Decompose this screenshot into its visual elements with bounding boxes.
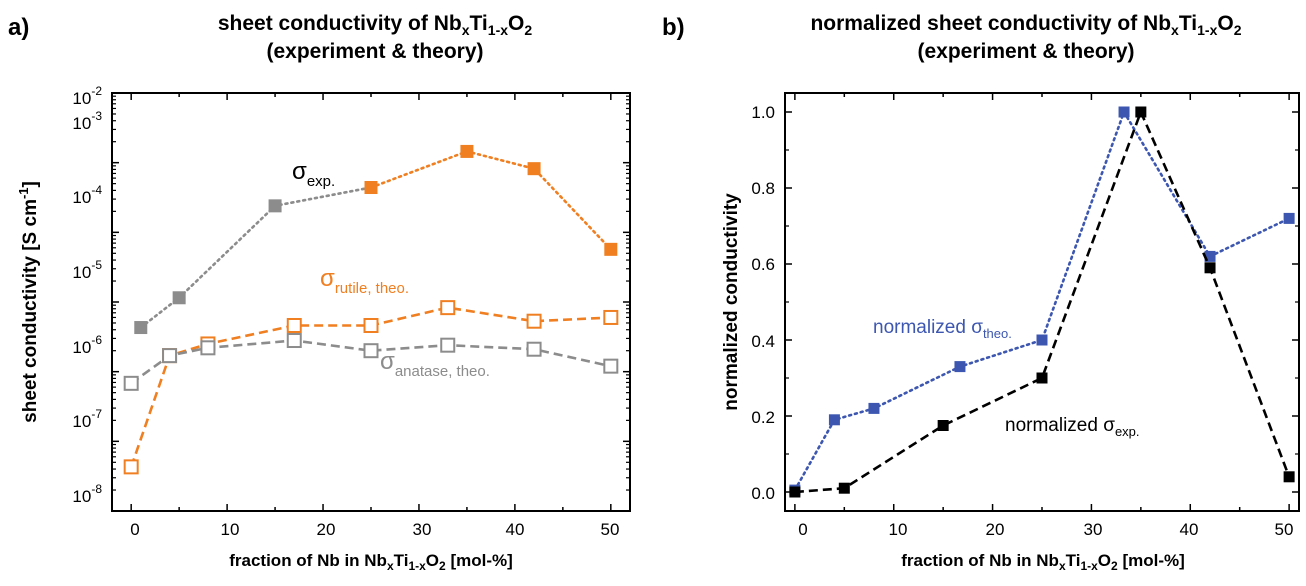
annotation-normalized-exp: normalized σexp. bbox=[1005, 415, 1140, 439]
y-tick-label: 10-8 bbox=[72, 482, 102, 506]
series-0-point bbox=[868, 402, 880, 414]
panel-a-y-axis-label: sheet conductivity [S cm-1] bbox=[16, 181, 41, 423]
series-0-point bbox=[172, 291, 186, 305]
panel-a-x-axis-label: fraction of Nb in NbxTi1-xO2 [mol-%] bbox=[229, 551, 513, 573]
series-1-point bbox=[364, 181, 378, 195]
x-tick-label: 50 bbox=[601, 520, 620, 539]
x-tick-label: 10 bbox=[221, 520, 240, 539]
y-tick-label: 10-7 bbox=[72, 407, 102, 431]
series-0-point bbox=[828, 414, 840, 426]
series-1-point bbox=[1036, 372, 1048, 384]
y-tick-label: 10-3 bbox=[72, 109, 102, 133]
series-0-point bbox=[1204, 250, 1216, 262]
panel-a-title-line1: sheet conductivity of NbxTi1-xO2 bbox=[218, 12, 533, 38]
series-1-point bbox=[527, 162, 541, 176]
panel-b-series bbox=[789, 106, 1295, 498]
series-1-point bbox=[838, 482, 850, 494]
series-3-point bbox=[286, 333, 302, 349]
panel-b-y-tick-labels: 0.0 0.2 0.4 0.6 0.8 1.0 bbox=[751, 103, 775, 503]
y-tick-label: 0.2 bbox=[751, 408, 775, 427]
panel-a-series bbox=[123, 144, 619, 475]
panel-a-frame bbox=[111, 92, 631, 512]
panel-a: a) sheet conductivity of NbxTi1-xO2 (exp… bbox=[8, 12, 631, 573]
panel-b-title-line2: (experiment & theory) bbox=[917, 40, 1134, 63]
y-tick-label: 0.8 bbox=[751, 179, 775, 198]
x-tick-label: 30 bbox=[1084, 520, 1103, 539]
series-1-point bbox=[604, 242, 618, 256]
series-2-point bbox=[603, 309, 619, 325]
series-3-point bbox=[440, 337, 456, 353]
panel-a-title-line2: (experiment & theory) bbox=[266, 40, 483, 63]
y-tick-label: 10-5 bbox=[72, 258, 102, 282]
series-2-point bbox=[363, 317, 379, 333]
series-0-point bbox=[954, 361, 966, 373]
y-tick-label: 0.0 bbox=[751, 484, 775, 503]
series-2-point bbox=[440, 300, 456, 316]
x-tick-label: 20 bbox=[986, 520, 1005, 539]
series-0-point bbox=[1118, 106, 1130, 118]
annotation-normalized-theo: normalized σtheo. bbox=[873, 317, 1012, 341]
series-1-point bbox=[460, 144, 474, 158]
panel-b-label: b) bbox=[662, 14, 685, 41]
series-3-point bbox=[123, 375, 139, 391]
annotation-sigma-rutile: σrutile, theo. bbox=[320, 265, 409, 297]
y-tick-label: 10-2 bbox=[72, 84, 102, 108]
panel-a-label: a) bbox=[8, 14, 29, 41]
series-0-point bbox=[1283, 212, 1295, 224]
series-2-point bbox=[123, 459, 139, 475]
panel-b-title-line1: normalized sheet conductivity of NbxTi1-… bbox=[810, 12, 1241, 38]
series-1-point bbox=[1283, 471, 1295, 483]
series-3-line bbox=[130, 339, 612, 385]
series-3-point bbox=[363, 343, 379, 359]
x-tick-label: 0 bbox=[798, 520, 807, 539]
y-tick-label: 0.6 bbox=[751, 255, 775, 274]
series-3-point bbox=[526, 341, 542, 357]
series-3-point bbox=[162, 348, 178, 364]
series-2-line bbox=[129, 306, 611, 468]
series-0-line bbox=[139, 186, 373, 329]
x-tick-label: 20 bbox=[317, 520, 336, 539]
y-tick-label: 10-4 bbox=[72, 183, 102, 207]
panel-b-y-axis-label: normalized conductivity bbox=[721, 193, 742, 411]
series-1-point bbox=[1135, 106, 1147, 118]
panel-a-ticks bbox=[112, 92, 630, 512]
x-tick-label: 0 bbox=[130, 520, 139, 539]
series-0-point bbox=[134, 321, 148, 335]
panel-b-ticks bbox=[785, 93, 1299, 511]
panel-b: b) normalized sheet conductivity of NbxT… bbox=[662, 12, 1300, 573]
panel-b-x-tick-labels: 0 10 20 30 40 50 bbox=[798, 520, 1293, 539]
x-tick-label: 50 bbox=[1275, 520, 1294, 539]
series-1-line bbox=[369, 150, 613, 251]
y-tick-label: 0.4 bbox=[751, 332, 775, 351]
series-1-point bbox=[1204, 262, 1216, 274]
panel-b-frame bbox=[784, 92, 1300, 512]
series-2-point bbox=[286, 317, 302, 333]
annotation-sigma-exp: σexp. bbox=[292, 158, 335, 190]
series-1-point bbox=[789, 486, 801, 498]
series-3-point bbox=[200, 340, 216, 356]
x-tick-label: 40 bbox=[506, 520, 525, 539]
series-1-point bbox=[937, 420, 949, 431]
y-tick-label: 1.0 bbox=[751, 103, 775, 122]
x-tick-label: 40 bbox=[1180, 520, 1199, 539]
y-tick-label: 10-6 bbox=[72, 333, 102, 357]
panel-b-x-axis-label: fraction of Nb in NbxTi1-xO2 [mol-%] bbox=[901, 551, 1185, 573]
x-tick-label: 10 bbox=[889, 520, 908, 539]
series-0-point bbox=[268, 199, 282, 213]
annotation-sigma-anatase: σanatase, theo. bbox=[380, 348, 490, 380]
series-3-point bbox=[603, 358, 619, 374]
series-0-point bbox=[1036, 334, 1048, 346]
series-2-point bbox=[526, 313, 542, 329]
panel-a-y-tick-labels: 10-8 10-7 10-6 10-5 10-4 10-3 10-2 bbox=[72, 84, 102, 506]
x-tick-label: 30 bbox=[413, 520, 432, 539]
panel-a-x-tick-labels: 0 10 20 30 40 50 bbox=[130, 520, 619, 539]
